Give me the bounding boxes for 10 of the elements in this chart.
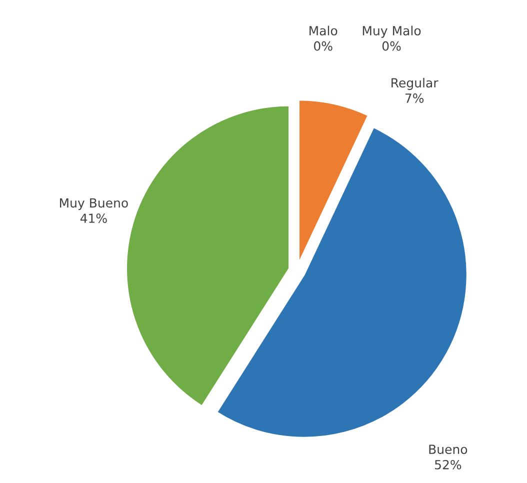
slice-label: Bueno: [429, 444, 468, 454]
slice-label: Regular: [392, 78, 438, 90]
text: 0%: [314, 41, 332, 51]
category-label: Malo: [310, 26, 338, 36]
data-label: 52%: [434, 460, 462, 470]
slice-label: Muy Bueno: [60, 198, 128, 210]
text: 0%: [382, 41, 401, 51]
category-label: Muy Malo: [362, 26, 421, 38]
data-label: 41%: [80, 214, 107, 223]
data-label: 7%: [405, 93, 424, 103]
